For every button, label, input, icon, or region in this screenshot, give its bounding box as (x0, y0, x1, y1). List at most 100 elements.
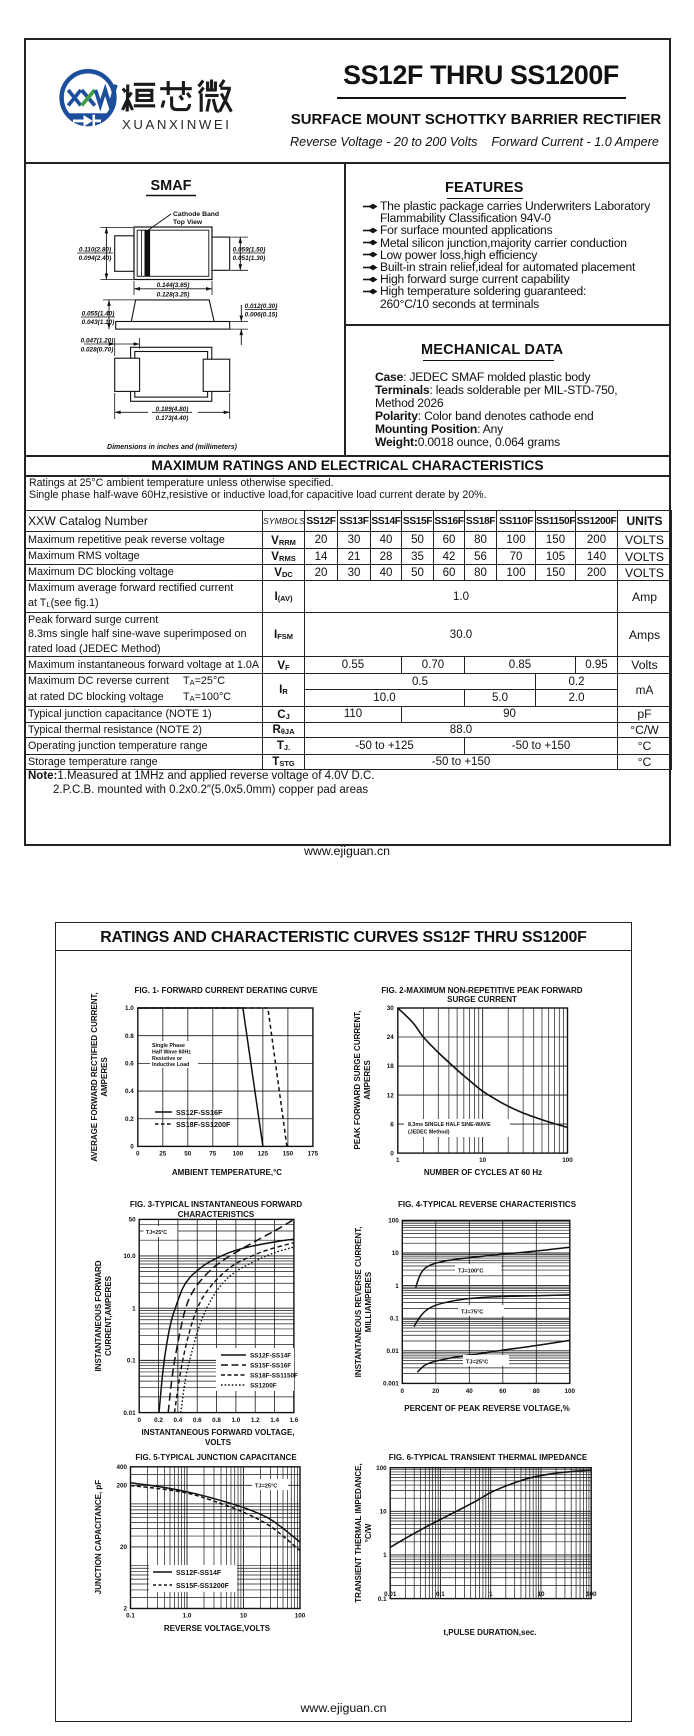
svg-text:24: 24 (387, 1034, 395, 1041)
svg-text:SS15F-SS1200F: SS15F-SS1200F (176, 1583, 230, 1590)
svg-text:TJ=25°C: TJ=25°C (146, 1230, 167, 1236)
svg-text:0.4: 0.4 (125, 1088, 134, 1095)
svg-text:20: 20 (120, 1544, 128, 1551)
svg-text:1: 1 (132, 1305, 136, 1312)
svg-text:0.01: 0.01 (123, 1410, 136, 1417)
svg-text:0.1: 0.1 (126, 1613, 135, 1620)
svg-text:SS18F-SS1200F: SS18F-SS1200F (176, 1120, 231, 1129)
svg-text:10: 10 (537, 1591, 545, 1598)
svg-text:0.059(1.50): 0.059(1.50) (233, 247, 266, 254)
svg-text:TRANSIENT THERMAL IMPEDANCE,: TRANSIENT THERMAL IMPEDANCE, (354, 1463, 363, 1602)
svg-text:INSTANTANEOUS FORWARD: INSTANTANEOUS FORWARD (94, 1260, 103, 1371)
svg-text:18: 18 (387, 1063, 395, 1070)
svg-text:1: 1 (396, 1157, 400, 1164)
svg-text:SURGE CURRENT: SURGE CURRENT (447, 995, 517, 1004)
svg-text:FIG. 4-TYPICAL REVERSE CHARACT: FIG. 4-TYPICAL REVERSE CHARACTERISTICS (398, 1200, 577, 1209)
svg-text:10: 10 (380, 1509, 388, 1516)
svg-text:400: 400 (116, 1464, 127, 1471)
svg-text:AVERAGE FORWARD RECTIFIED CURR: AVERAGE FORWARD RECTIFIED CURRENT, (90, 992, 99, 1162)
svg-text:0.047(1.20): 0.047(1.20) (81, 338, 114, 345)
svg-text:XUANXINWEI: XUANXINWEI (122, 117, 232, 132)
svg-text:0.051(1.30): 0.051(1.30) (233, 255, 266, 262)
svg-text:°C/W: °C/W (364, 1523, 373, 1542)
svg-text:200: 200 (116, 1483, 127, 1490)
svg-text:125: 125 (258, 1150, 269, 1157)
svg-text:0: 0 (137, 1417, 141, 1424)
svg-text:0.028(0.70): 0.028(0.70) (81, 347, 114, 354)
svg-text:0: 0 (390, 1150, 394, 1157)
svg-text:FIG. 5-TYPICAL JUNCTION CAPACI: FIG. 5-TYPICAL JUNCTION CAPACITANCE (135, 1453, 297, 1462)
svg-text:t,PULSE DURATION,sec.: t,PULSE DURATION,sec. (443, 1628, 536, 1637)
svg-text:1.6: 1.6 (290, 1417, 299, 1424)
svg-text:0.189(4.80): 0.189(4.80) (156, 406, 189, 413)
svg-text:TJ=25°C: TJ=25°C (255, 1484, 277, 1490)
svg-text:50: 50 (129, 1217, 137, 1224)
svg-text:0.1: 0.1 (378, 1596, 387, 1603)
svg-text:0.01: 0.01 (387, 1348, 400, 1355)
svg-text:100: 100 (586, 1591, 597, 1598)
svg-text:0.001: 0.001 (383, 1381, 399, 1388)
svg-text:0.055(1.40): 0.055(1.40) (82, 311, 115, 318)
svg-text:75: 75 (209, 1150, 217, 1157)
svg-text:10: 10 (392, 1250, 400, 1257)
svg-text:SMAF: SMAF (150, 178, 191, 194)
svg-text:0.8: 0.8 (125, 1033, 134, 1040)
svg-text:0.144(3.65): 0.144(3.65) (157, 282, 190, 289)
svg-text:AMPERES: AMPERES (100, 1057, 109, 1097)
svg-text:1: 1 (395, 1283, 399, 1290)
svg-text:FIG. 6-TYPICAL TRANSIENT THERM: FIG. 6-TYPICAL TRANSIENT THERMAL IMPEDAN… (389, 1453, 588, 1462)
svg-text:Top View: Top View (173, 219, 203, 226)
svg-text:FIG. 3-TYPICAL INSTANTANEOUS F: FIG. 3-TYPICAL INSTANTANEOUS FORWARD (130, 1200, 303, 1209)
svg-text:0.01: 0.01 (384, 1591, 397, 1598)
svg-text:100: 100 (388, 1218, 399, 1225)
svg-text:SS12F-SS16F: SS12F-SS16F (176, 1108, 223, 1117)
svg-text:FIG. 2-MAXIMUM NON-REPETITIVE: FIG. 2-MAXIMUM NON-REPETITIVE PEAK FORWA… (381, 986, 582, 995)
svg-text:CHARACTERISTICS: CHARACTERISTICS (178, 1210, 255, 1219)
svg-text:SS15F-SS16F: SS15F-SS16F (250, 1363, 291, 1370)
svg-text:60: 60 (499, 1388, 507, 1395)
svg-text:25: 25 (159, 1150, 167, 1157)
svg-text:Inductive Load: Inductive Load (152, 1062, 189, 1068)
svg-text:Cathode Band: Cathode Band (173, 211, 219, 218)
svg-text:Resistive or: Resistive or (152, 1056, 182, 1062)
svg-text:0.043(1.10): 0.043(1.10) (82, 319, 115, 326)
svg-text:TJ=75°C: TJ=75°C (461, 1310, 483, 1316)
svg-text:8.3ms SINGLE HALF SINE-WAVE: 8.3ms SINGLE HALF SINE-WAVE (408, 1122, 491, 1128)
svg-text:10: 10 (479, 1157, 487, 1164)
svg-text:REVERSE VOLTAGE,VOLTS: REVERSE VOLTAGE,VOLTS (164, 1624, 271, 1633)
svg-text:0: 0 (401, 1388, 405, 1395)
svg-text:(JEDEC Method): (JEDEC Method) (408, 1130, 450, 1136)
svg-text:JUNCTION CAPACITANCE, pF: JUNCTION CAPACITANCE, pF (94, 1480, 103, 1594)
svg-text:1.0: 1.0 (232, 1417, 241, 1424)
svg-text:0.2: 0.2 (125, 1116, 134, 1123)
svg-text:Single Phase: Single Phase (152, 1043, 185, 1049)
svg-text:SS12F-SS14F: SS12F-SS14F (176, 1570, 222, 1577)
svg-text:SS1200F: SS1200F (250, 1383, 277, 1390)
svg-text:50: 50 (184, 1150, 192, 1157)
svg-text:1: 1 (489, 1591, 493, 1598)
svg-text:0.4: 0.4 (174, 1417, 183, 1424)
svg-text:0: 0 (130, 1144, 134, 1151)
svg-text:100: 100 (295, 1613, 306, 1620)
svg-text:INSTANTANEOUS REVERSE CURRENT,: INSTANTANEOUS REVERSE CURRENT, (354, 1227, 363, 1378)
svg-text:0.1: 0.1 (390, 1315, 399, 1322)
svg-text:NUMBER OF CYCLES AT 60 Hz: NUMBER OF CYCLES AT 60 Hz (424, 1168, 542, 1177)
svg-text:0.110(2.80): 0.110(2.80) (79, 247, 111, 254)
svg-text:80: 80 (533, 1388, 541, 1395)
svg-text:1: 1 (383, 1552, 387, 1559)
svg-text:SS18F-SS1150F: SS18F-SS1150F (250, 1373, 298, 1380)
svg-text:AMPERES: AMPERES (363, 1060, 372, 1100)
svg-text:0.6: 0.6 (193, 1417, 202, 1424)
svg-text:TJ=100°C: TJ=100°C (458, 1269, 483, 1275)
svg-text:2: 2 (123, 1606, 127, 1613)
svg-text:0.173(4.40): 0.173(4.40) (156, 415, 189, 422)
svg-text:0.006(0.15): 0.006(0.15) (245, 312, 278, 319)
svg-text:0.8: 0.8 (212, 1417, 221, 1424)
svg-text:1.0: 1.0 (183, 1613, 192, 1620)
svg-text:20: 20 (432, 1388, 440, 1395)
svg-text:INSTANTANEOUS FORWARD VOLTAGE,: INSTANTANEOUS FORWARD VOLTAGE, (141, 1428, 294, 1437)
svg-text:AMBIENT TEMPERATURE,°C: AMBIENT TEMPERATURE,°C (172, 1168, 282, 1177)
svg-text:0.094(2.40): 0.094(2.40) (79, 255, 112, 262)
svg-text:VOLTS: VOLTS (205, 1438, 232, 1447)
svg-text:100: 100 (233, 1150, 244, 1157)
